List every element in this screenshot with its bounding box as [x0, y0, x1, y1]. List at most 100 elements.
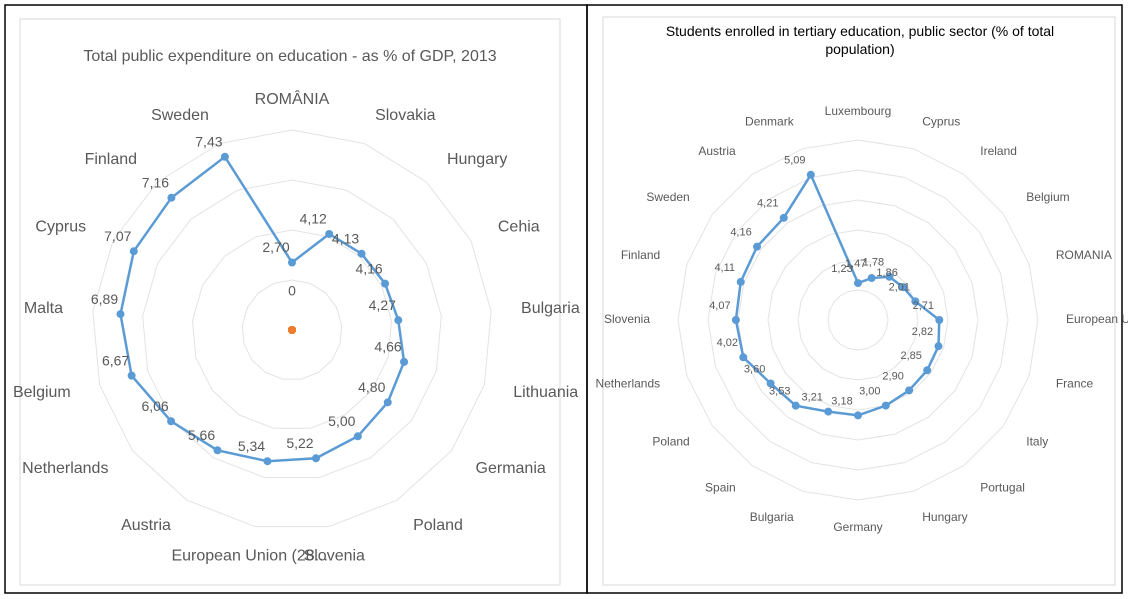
category-label: Germany — [833, 520, 882, 534]
data-label: 6,67 — [102, 352, 129, 368]
data-label: 4,13 — [332, 230, 359, 246]
data-point — [881, 401, 890, 410]
category-label: Bulgaria — [750, 510, 794, 524]
data-point — [263, 457, 272, 466]
data-label: 5,66 — [188, 427, 215, 443]
data-label: 4,16 — [355, 260, 382, 276]
grid-ring — [767, 229, 949, 411]
data-label: 7,16 — [142, 174, 169, 190]
data-label: 2,71 — [913, 300, 934, 312]
chart-area — [602, 16, 1116, 586]
series-line — [734, 172, 941, 417]
data-point — [220, 152, 229, 161]
data-point — [311, 454, 320, 463]
data-point — [824, 407, 833, 416]
data-point — [731, 316, 740, 324]
data-point — [381, 279, 390, 288]
data-point — [325, 229, 334, 238]
data-point — [394, 316, 403, 325]
data-label: 3,21 — [802, 391, 823, 403]
chart-area — [19, 18, 561, 586]
category-label: Portugal — [980, 480, 1025, 494]
category-label: Italy — [1026, 434, 1048, 448]
data-label: 5,00 — [328, 413, 355, 429]
category-label: ROMÂNIA — [255, 89, 330, 108]
data-point — [357, 249, 366, 258]
category-label: Hungary — [447, 151, 507, 168]
data-label: 3,18 — [831, 395, 852, 407]
grid-ring — [142, 179, 442, 478]
category-label: Netherlands — [595, 376, 660, 390]
chart-title: Students enrolled in tertiary education,… — [665, 23, 1055, 57]
series-line — [119, 154, 406, 463]
data-point — [791, 401, 800, 410]
data-point — [167, 417, 176, 426]
data-point — [213, 446, 222, 455]
data-point — [766, 379, 775, 388]
data-label: 3,53 — [769, 386, 790, 398]
data-point — [854, 279, 862, 288]
data-point — [753, 242, 762, 251]
data-point — [854, 411, 862, 420]
category-label: Austria — [698, 144, 736, 158]
category-label: Lithuania — [513, 384, 578, 401]
category-label: European Union (28... — [1066, 312, 1128, 326]
data-label: 7,07 — [104, 228, 131, 244]
data-point — [736, 277, 745, 286]
grid-ring — [707, 169, 1009, 471]
grid-ring — [737, 199, 979, 441]
data-label: 4,07 — [709, 300, 730, 312]
data-point — [129, 247, 138, 256]
data-label: 5,34 — [238, 438, 265, 454]
data-point — [899, 283, 908, 292]
data-label: 7,43 — [195, 133, 222, 149]
grid-ring — [827, 289, 889, 351]
category-label: Belgium — [13, 384, 71, 401]
category-label: Cyprus — [922, 114, 960, 128]
category-label: Belgium — [1026, 190, 1069, 204]
data-point — [923, 366, 932, 375]
grid-ring — [241, 279, 343, 380]
data-point — [116, 310, 125, 319]
data-label: 3,60 — [744, 363, 765, 375]
data-point — [905, 386, 914, 395]
category-label: Slovenia — [304, 547, 365, 564]
data-label: 4,12 — [300, 211, 327, 227]
data-point — [867, 274, 876, 283]
data-point — [288, 258, 296, 267]
category-label: Cyprus — [35, 219, 86, 236]
data-point — [383, 398, 392, 407]
data-point — [806, 170, 815, 179]
data-label: 3,00 — [859, 386, 880, 398]
grid-ring — [797, 259, 919, 381]
data-label: 4,02 — [717, 337, 738, 349]
data-point — [779, 213, 788, 222]
data-label: 2,01 — [889, 281, 910, 293]
category-label: Slovenia — [604, 312, 650, 326]
data-label: 1,23 — [831, 263, 852, 275]
data-point — [934, 342, 943, 351]
grid-ring — [677, 139, 1039, 501]
data-label: 4,11 — [714, 262, 735, 274]
data-label: 4,21 — [757, 198, 778, 210]
category-label: Poland — [413, 517, 463, 534]
category-label: European Union (28... — [171, 547, 328, 564]
category-label: Hungary — [922, 510, 967, 524]
data-label: 5,22 — [286, 435, 313, 451]
data-label: 6,89 — [91, 291, 118, 307]
data-label: 1,86 — [876, 267, 897, 279]
data-label: 1,78 — [863, 257, 884, 269]
category-label: Denmark — [745, 114, 795, 128]
data-label: 2,70 — [262, 239, 289, 255]
data-point — [353, 432, 362, 441]
category-label: Cehia — [498, 219, 540, 236]
data-point — [127, 371, 136, 380]
category-label: Bulgaria — [521, 300, 580, 317]
chart-title: Total public expenditure on education - … — [83, 48, 497, 65]
data-label: 2,90 — [882, 370, 903, 382]
category-label: Slovakia — [375, 107, 436, 124]
category-label: Malta — [24, 300, 63, 317]
data-point — [885, 272, 894, 281]
